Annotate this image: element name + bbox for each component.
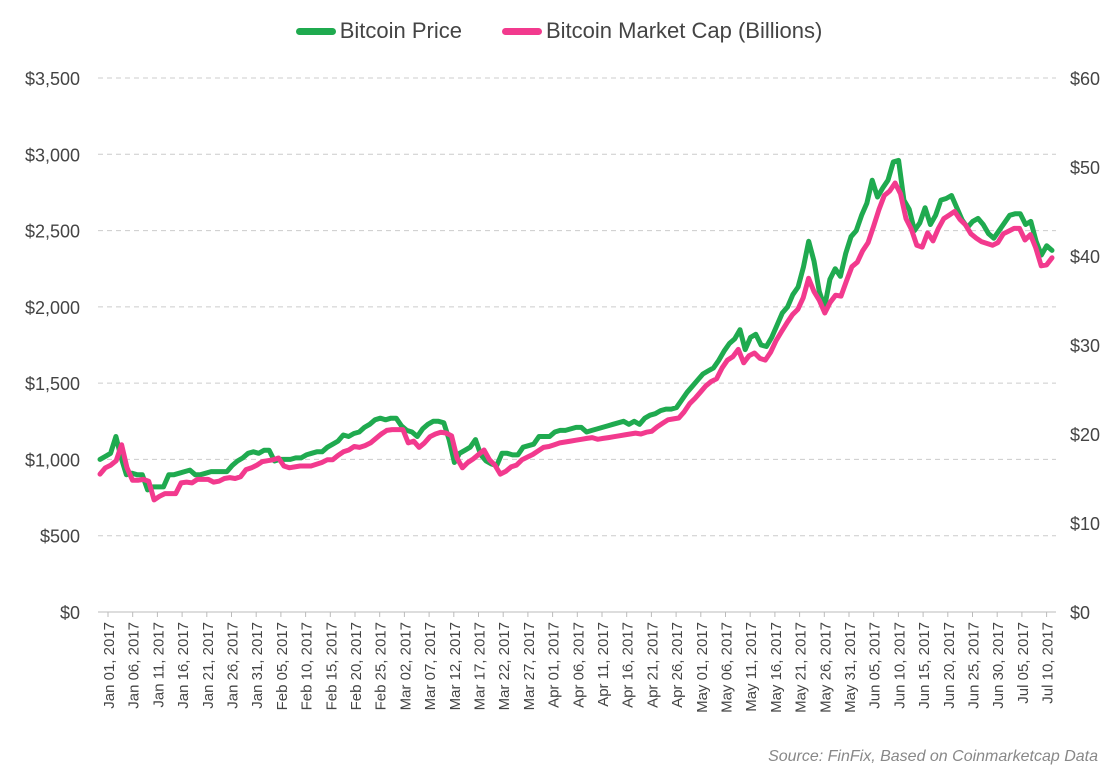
y-left-tick-label: $0 <box>60 603 80 623</box>
x-tick-label: Feb 25, 2017 <box>373 622 390 710</box>
y-left-tick-label: $500 <box>40 527 80 547</box>
legend-label-marketcap: Bitcoin Market Cap (Billions) <box>545 18 823 43</box>
x-tick-label: Jun 15, 2017 <box>916 622 933 709</box>
x-tick-label: Jan 21, 2017 <box>200 622 217 709</box>
x-tick-label: Mar 22, 2017 <box>496 622 513 710</box>
y-left-tick-label: $1,000 <box>25 450 80 470</box>
x-tick-label: May 16, 2017 <box>768 622 785 713</box>
y-right-tick-label: $0 <box>1070 603 1090 623</box>
x-tick-label: Jul 10, 2017 <box>1040 622 1057 704</box>
x-tick-label: Apr 06, 2017 <box>570 622 587 708</box>
x-tick-label: Jun 30, 2017 <box>990 622 1007 709</box>
x-tick-label: Jul 05, 2017 <box>1015 622 1032 704</box>
y-left-tick-label: $1,500 <box>25 374 80 394</box>
y-right-tick-label: $60 <box>1070 69 1100 89</box>
y-left-tick-label: $3,500 <box>25 69 80 89</box>
x-tick-label: Jun 25, 2017 <box>966 622 983 709</box>
y-axis-right: $0 $10 $20 $30 $40 $50 $60 <box>1070 69 1100 623</box>
x-tick-label: May 21, 2017 <box>793 622 810 713</box>
y-left-tick-label: $2,500 <box>25 222 80 242</box>
x-tick-label: Mar 27, 2017 <box>521 622 538 710</box>
x-tick-label: Mar 02, 2017 <box>397 622 414 710</box>
x-tick-label: Mar 17, 2017 <box>472 622 489 710</box>
x-tick-label: Feb 10, 2017 <box>299 622 316 710</box>
legend: Bitcoin Price Bitcoin Market Cap (Billio… <box>0 18 1118 44</box>
y-right-tick-label: $30 <box>1070 336 1100 356</box>
y-left-tick-label: $2,000 <box>25 298 80 318</box>
x-tick-label: Jan 26, 2017 <box>225 622 242 709</box>
x-tick-label: May 26, 2017 <box>817 622 834 713</box>
x-tick-label: May 01, 2017 <box>694 622 711 713</box>
legend-item-marketcap: Bitcoin Market Cap (Billions) <box>501 18 823 44</box>
y-right-tick-label: $20 <box>1070 425 1100 445</box>
x-tick-label: Feb 05, 2017 <box>274 622 291 710</box>
x-tick-label: Apr 16, 2017 <box>620 622 637 708</box>
x-axis: Jan 01, 2017 Jan 06, 2017 Jan 11, 2017 Jan … <box>101 612 1057 713</box>
x-tick-label: Apr 01, 2017 <box>546 622 563 708</box>
x-tick-label: Apr 21, 2017 <box>644 622 661 708</box>
series-lines <box>97 157 1055 503</box>
x-tick-label: Jun 10, 2017 <box>891 622 908 709</box>
legend-item-price: Bitcoin Price <box>295 18 462 44</box>
x-tick-label: Jan 16, 2017 <box>175 622 192 709</box>
y-right-tick-label: $40 <box>1070 247 1100 267</box>
legend-label-price: Bitcoin Price <box>339 18 462 43</box>
series-line-price <box>97 157 1055 493</box>
x-tick-label: May 31, 2017 <box>842 622 859 713</box>
x-tick-label: Jun 05, 2017 <box>867 622 884 709</box>
source-note: Source: FinFix, Based on Coinmarketcap D… <box>768 748 1098 765</box>
x-tick-label: Jun 20, 2017 <box>941 622 958 709</box>
x-tick-label: Feb 15, 2017 <box>323 622 340 710</box>
x-tick-label: Jan 31, 2017 <box>249 622 266 709</box>
series-line-marketcap <box>97 180 1055 503</box>
legend-swatch-price <box>295 27 336 35</box>
x-tick-label: May 06, 2017 <box>719 622 736 713</box>
legend-swatch-marketcap <box>501 27 542 35</box>
x-tick-label: Apr 11, 2017 <box>595 622 612 707</box>
y-left-tick-label: $3,000 <box>25 145 80 165</box>
y-right-tick-label: $50 <box>1070 158 1100 178</box>
x-tick-label: May 11, 2017 <box>743 622 760 712</box>
x-tick-label: Mar 07, 2017 <box>422 622 439 710</box>
x-tick-label: Apr 26, 2017 <box>669 622 686 708</box>
x-tick-label: Jan 11, 2017 <box>150 622 167 708</box>
y-axis-left: $0 $500 $1,000 $1,500 $2,000 $2,500 $3,000 $3,5… <box>25 69 80 623</box>
gridlines <box>98 77 1056 613</box>
x-tick-label: Mar 12, 2017 <box>447 622 464 710</box>
x-tick-label: Jan 06, 2017 <box>126 622 143 709</box>
y-right-tick-label: $10 <box>1070 514 1100 534</box>
x-tick-label: Jan 01, 2017 <box>101 622 118 709</box>
x-tick-label: Feb 20, 2017 <box>348 622 365 710</box>
